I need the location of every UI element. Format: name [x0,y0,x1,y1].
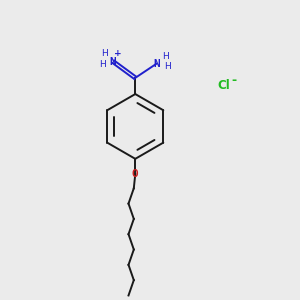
Text: Cl: Cl [218,79,230,92]
Text: N: N [153,59,160,69]
Text: H: H [100,60,106,69]
Text: -: - [231,74,236,87]
Text: H: H [101,49,108,58]
Text: H: H [164,61,170,70]
Text: H: H [162,52,169,61]
Text: N: N [110,57,117,67]
Text: +: + [114,49,122,58]
Text: O: O [132,169,139,179]
